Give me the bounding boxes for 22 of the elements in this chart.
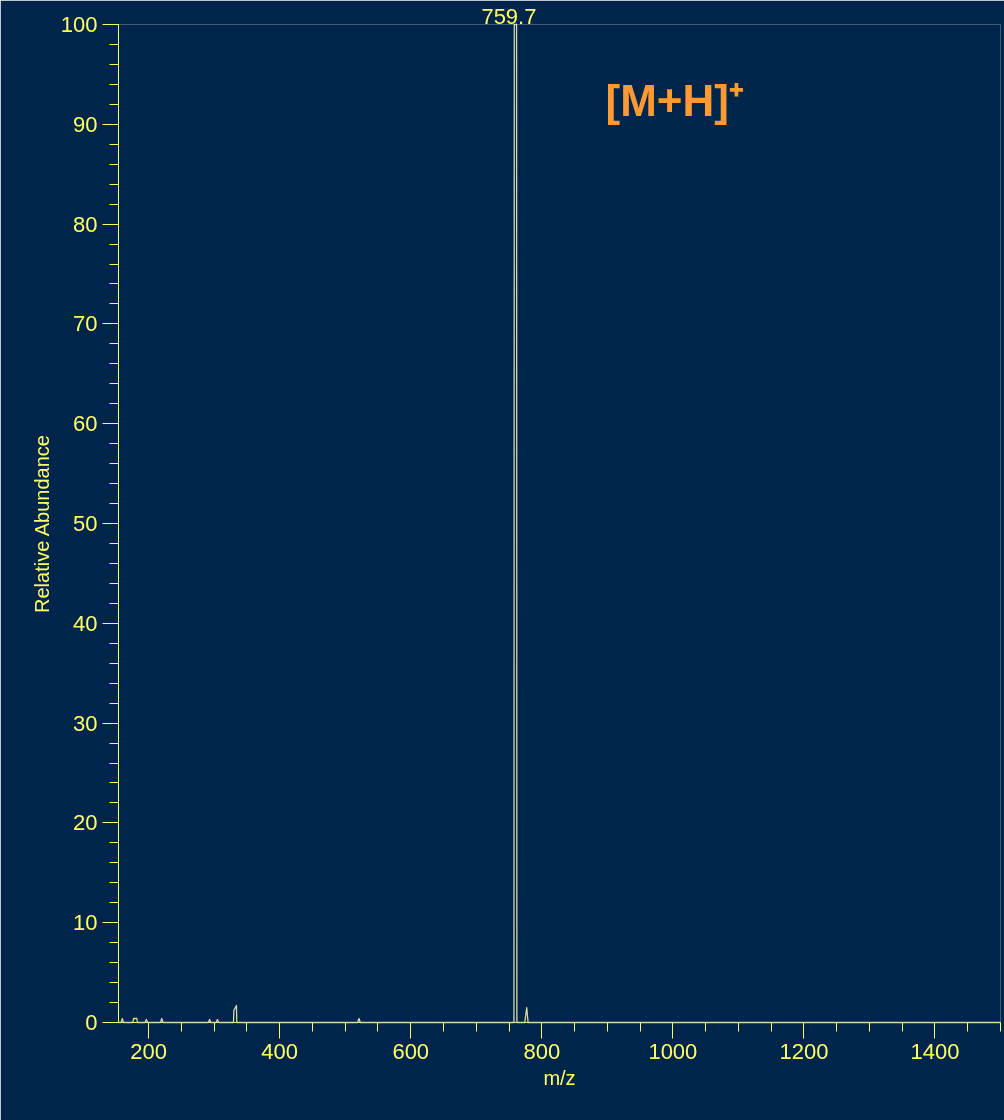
x-tick-label: 600 [392, 1038, 430, 1064]
y-tick-label: 100 [60, 12, 98, 37]
y-tick-label: 90 [73, 111, 98, 137]
x-axis-title: m/z [543, 1066, 576, 1089]
x-tick-label: 200 [130, 1038, 168, 1064]
y-tick-label: 20 [73, 810, 98, 836]
x-tick-label: 800 [523, 1038, 561, 1064]
y-tick-label: 70 [73, 311, 98, 337]
y-tick-label: 60 [73, 411, 98, 437]
x-tick-label: 1200 [779, 1038, 829, 1064]
y-tick-label: 10 [73, 910, 98, 936]
y-tick-label: 30 [73, 710, 98, 736]
annotation: 759.7 [481, 3, 537, 29]
annotation: [M+H]⁺ [605, 75, 744, 125]
y-axis-title: Relative Abundance [30, 435, 53, 614]
y-tick-label: 40 [73, 610, 98, 636]
y-tick-label: 0 [85, 1010, 98, 1035]
y-tick-label: 50 [73, 511, 98, 536]
x-tick-label: 1400 [910, 1038, 960, 1064]
y-tick-label: 80 [73, 211, 98, 237]
x-tick-label: 400 [261, 1038, 299, 1064]
x-tick-label: 1000 [648, 1038, 698, 1064]
